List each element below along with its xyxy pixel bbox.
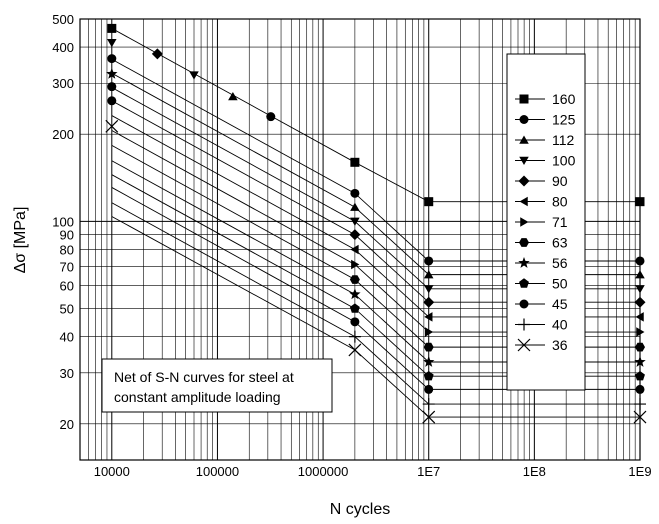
legend-marker [518, 257, 530, 268]
plot-frame [79, 18, 641, 461]
y-tick-label: 40 [60, 330, 74, 345]
data-point-112 [423, 270, 434, 279]
data-point-63 [423, 342, 434, 352]
data-point-45 [424, 384, 434, 394]
data-point-125 [424, 256, 434, 266]
y-tick-label: 30 [60, 366, 74, 381]
y-tick-label: 200 [52, 127, 74, 142]
data-point-80 [424, 312, 433, 322]
data-point-100 [350, 217, 360, 226]
data-point-45 [350, 317, 360, 327]
legend-label: 100 [552, 153, 576, 169]
y-tick-label: 90 [60, 228, 74, 243]
data-point-40 [348, 330, 361, 343]
annotation-line: constant amplitude loading [114, 389, 281, 405]
data-point [105, 119, 119, 133]
legend-label: 45 [552, 296, 568, 312]
series-markers [105, 23, 647, 424]
legend-items: 160 125 112 100 90 80 71 63 56 50 45 40 36 [515, 91, 576, 353]
legend-label: 36 [552, 337, 568, 353]
annotation-box: Net of S-N curves for steel at constant a… [101, 358, 333, 413]
x-axis-title: N cycles [330, 501, 390, 518]
data-point [107, 96, 117, 106]
y-tick-label: 100 [52, 214, 74, 229]
legend-label: 40 [552, 317, 568, 333]
x-axis-ticks: 10000 100000 1000000 1E7 1E8 1E9 [94, 464, 652, 479]
legend-label: 160 [552, 91, 576, 107]
x-tick-label: 1E7 [417, 464, 440, 479]
series-line-40 [111, 202, 640, 405]
data-point-50 [349, 303, 360, 313]
legend-marker [519, 299, 529, 309]
y-tick-label: 400 [52, 40, 74, 55]
data-point-56 [423, 355, 435, 367]
legend-marker [518, 318, 530, 331]
y-tick-label: 80 [60, 242, 74, 257]
legend-marker [519, 196, 528, 207]
data-point-40 [422, 398, 435, 411]
data-point-56 [349, 288, 361, 300]
data-point-125 [350, 188, 360, 198]
legend-label: 112 [552, 132, 575, 148]
legend-label: 90 [552, 173, 568, 189]
y-tick-label: 50 [60, 302, 74, 317]
y-tick-label: 20 [60, 417, 74, 432]
legend-marker [519, 156, 529, 165]
legend-label: 80 [552, 194, 568, 210]
legend-marker [517, 338, 531, 352]
data-point-112 [350, 202, 360, 211]
legend-marker [520, 217, 529, 227]
data-point [107, 38, 117, 48]
x-tick-label: 1E9 [628, 464, 651, 479]
data-point-71 [351, 259, 360, 270]
legend-marker [518, 175, 530, 187]
y-tick-label: 60 [60, 279, 74, 294]
data-point-80 [350, 244, 359, 255]
data-point [228, 91, 238, 101]
data-point-90 [423, 296, 435, 308]
legend: 160 125 112 100 90 80 71 63 56 50 45 40 36 [506, 53, 586, 391]
data-point-50 [423, 371, 434, 381]
legend-label: 71 [552, 214, 568, 230]
annotation-line: Net of S-N curves for steel at [114, 369, 294, 385]
data-point [266, 112, 276, 122]
legend-marker [519, 115, 529, 124]
legend-label: 50 [552, 276, 568, 292]
annotation-text: Net of S-N curves for steel at constant a… [114, 369, 294, 405]
legend-marker [519, 238, 529, 247]
data-point [107, 23, 117, 33]
legend-marker [519, 94, 529, 104]
data-point [189, 71, 199, 80]
y-tick-label: 500 [52, 12, 74, 27]
data-point-90 [349, 229, 361, 241]
x-tick-label: 1000000 [298, 464, 349, 479]
data-point-100 [423, 285, 434, 294]
data-point [151, 48, 163, 60]
legend-marker [519, 278, 529, 288]
data-point-36 [422, 410, 436, 424]
y-axis-title: Δσ [MPa] [12, 207, 29, 274]
x-tick-label: 1E8 [523, 464, 546, 479]
data-point [106, 67, 118, 79]
data-point-160 [350, 157, 360, 167]
x-tick-label: 10000 [94, 464, 130, 479]
series-line-36 [111, 216, 640, 418]
legend-label: 56 [552, 255, 568, 271]
y-tick-label: 70 [60, 259, 74, 274]
data-point-63 [349, 275, 360, 284]
x-tick-label: 100000 [196, 464, 239, 479]
data-point [107, 54, 117, 64]
legend-label: 125 [552, 112, 576, 128]
data-point-36 [348, 343, 362, 357]
y-tick-label: 300 [52, 76, 74, 91]
data-point [107, 82, 117, 92]
legend-marker [519, 135, 529, 144]
legend-label: 63 [552, 235, 568, 251]
data-point-160 [424, 197, 434, 207]
data-point-71 [424, 327, 434, 337]
